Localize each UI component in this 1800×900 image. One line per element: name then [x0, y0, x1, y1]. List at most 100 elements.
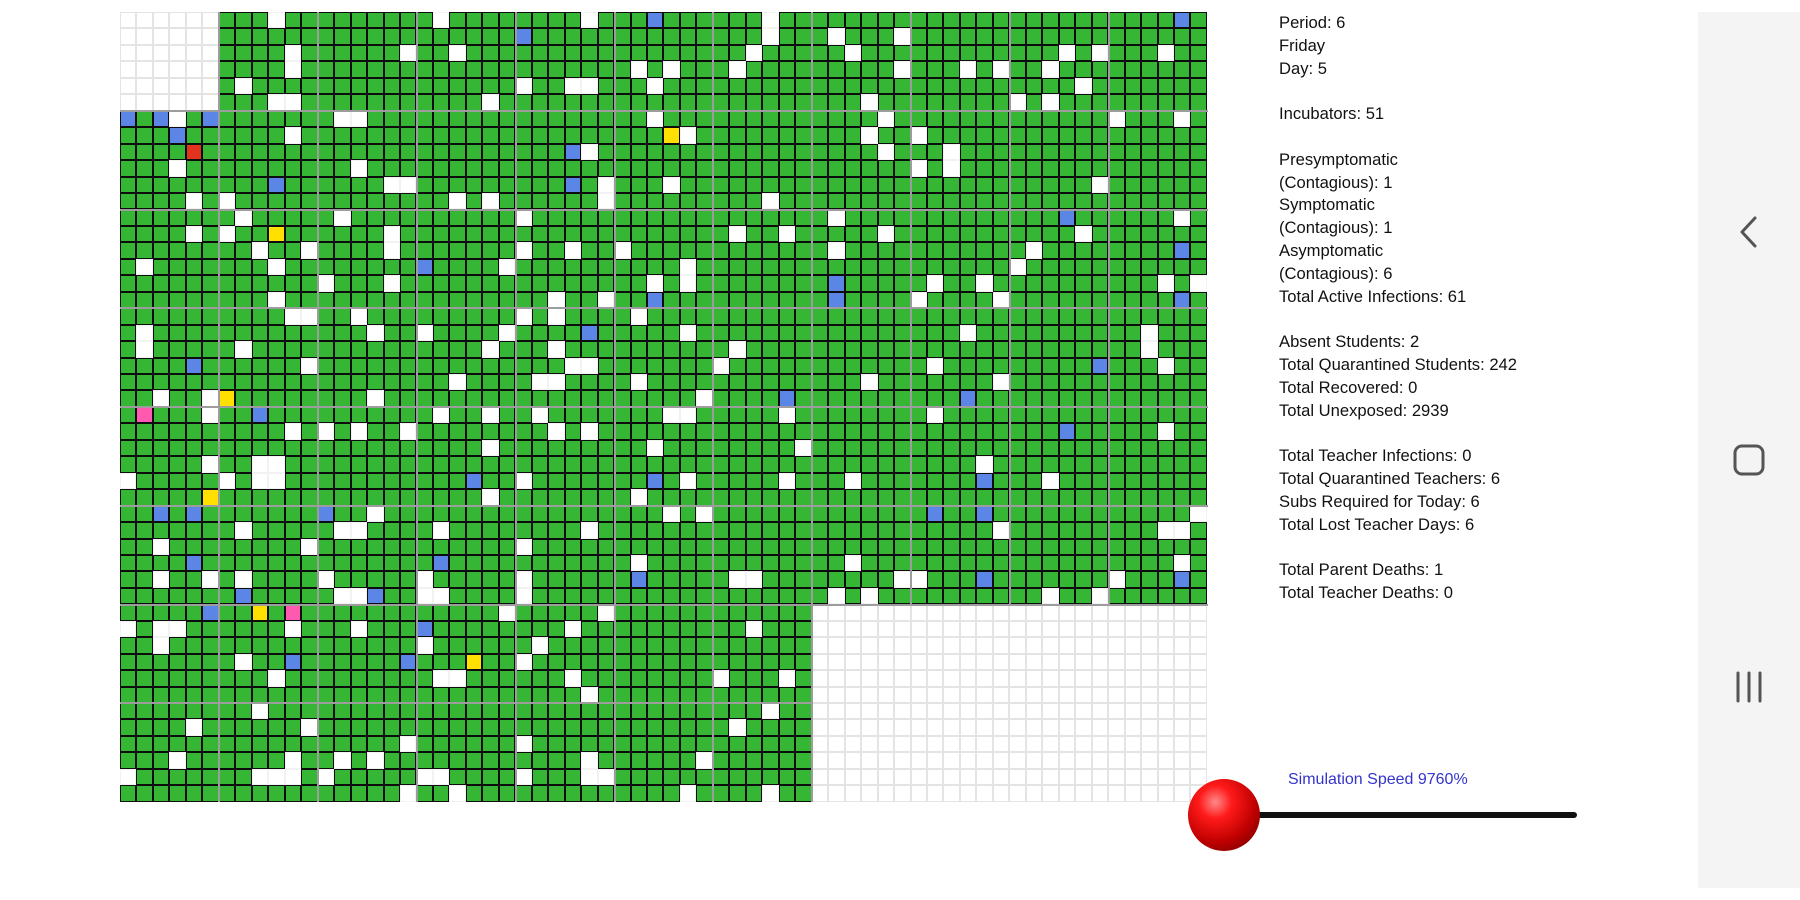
seat-cell — [202, 538, 219, 555]
seat-cell — [630, 110, 647, 128]
home-button[interactable] — [1698, 420, 1800, 500]
seat-cell — [1042, 357, 1059, 374]
seat-cell — [465, 604, 483, 621]
seat-cell — [1108, 225, 1125, 243]
seat-cell — [811, 439, 829, 457]
seat-cell — [317, 406, 335, 424]
seat-cell — [959, 160, 977, 177]
seat-cell — [844, 554, 862, 572]
seat-cell — [712, 522, 730, 539]
simulation-speed-slider-track[interactable] — [1230, 812, 1577, 818]
seat-cell — [515, 110, 532, 128]
seat-cell — [745, 324, 763, 342]
seat-cell — [861, 768, 878, 786]
seat-cell — [548, 735, 565, 753]
seat-cell — [1108, 735, 1125, 753]
seat-cell — [169, 620, 186, 638]
seat-cell — [861, 406, 878, 424]
seat-cell — [597, 587, 615, 605]
seat-cell — [548, 44, 565, 62]
seat-cell — [647, 456, 664, 473]
seat-cell — [1157, 620, 1174, 638]
seat-cell — [1091, 127, 1109, 144]
seat-cell — [399, 670, 417, 687]
seat-cell — [745, 571, 763, 588]
seat-cell — [712, 324, 730, 342]
seat-cell — [383, 752, 400, 769]
recents-button[interactable] — [1698, 647, 1800, 727]
seat-cell — [152, 670, 170, 687]
seat-cell — [992, 719, 1010, 736]
seat-cell — [976, 242, 993, 259]
seat-cell — [910, 522, 927, 539]
seat-cell — [745, 192, 763, 210]
seat-cell — [1009, 275, 1026, 292]
seat-cell — [745, 110, 763, 128]
seat-cell — [861, 538, 878, 555]
seat-cell — [795, 768, 812, 786]
seat-cell — [811, 242, 829, 259]
seat-cell — [712, 604, 730, 621]
seat-cell — [1075, 28, 1092, 45]
seat-cell — [1190, 242, 1207, 259]
seat-cell — [465, 703, 483, 720]
seat-cell — [894, 258, 911, 276]
seat-cell — [1124, 127, 1142, 144]
seat-cell — [1108, 176, 1125, 193]
seat-cell — [992, 406, 1010, 424]
seat-cell — [795, 225, 812, 243]
seat-cell — [1091, 423, 1109, 440]
seat-cell — [1075, 735, 1092, 753]
seat-cell — [712, 110, 730, 128]
seat-cell — [1058, 61, 1076, 78]
seat-cell — [581, 308, 598, 325]
seat-cell — [317, 538, 335, 555]
seat-cell — [1141, 127, 1158, 144]
seat-cell — [152, 522, 170, 539]
seat-cell — [120, 390, 137, 407]
seat-cell — [926, 472, 944, 490]
seat-cell — [943, 192, 960, 210]
seat-cell — [1141, 571, 1158, 588]
seat-cell — [663, 604, 680, 621]
seat-cell — [251, 653, 269, 671]
seat-cell — [663, 571, 680, 588]
seat-cell — [350, 160, 368, 177]
seat-cell — [877, 670, 895, 687]
seat-cell — [745, 28, 763, 45]
seat-cell — [976, 308, 993, 325]
seat-cell — [482, 143, 499, 161]
recents-icon — [1736, 671, 1762, 703]
seat-cell — [1124, 28, 1142, 45]
seat-cell — [202, 653, 219, 671]
simulation-speed-slider-knob[interactable] — [1188, 779, 1260, 851]
seat-cell — [350, 456, 368, 473]
seat-cell — [136, 242, 153, 259]
seat-cell — [597, 44, 615, 62]
seat-cell — [943, 719, 960, 736]
seat-cell — [202, 176, 219, 193]
seat-cell — [745, 242, 763, 259]
seat-cell — [482, 768, 499, 786]
seat-cell — [1124, 308, 1142, 325]
seat-cell — [465, 752, 483, 769]
seat-cell — [202, 554, 219, 572]
seat-cell — [416, 752, 433, 769]
seat-cell — [1058, 160, 1076, 177]
seat-cell — [235, 752, 252, 769]
seat-cell — [498, 390, 516, 407]
seat-cell — [1058, 735, 1076, 753]
seat-cell — [416, 291, 433, 309]
seat-cell — [696, 768, 713, 786]
seat-cell — [943, 209, 960, 226]
seat-cell — [795, 538, 812, 555]
seat-cell — [564, 703, 582, 720]
seat-cell — [284, 160, 302, 177]
seat-cell — [1075, 390, 1092, 407]
seat-cell — [301, 752, 318, 769]
seat-cell — [548, 406, 565, 424]
seat-cell — [301, 143, 318, 161]
back-button[interactable] — [1698, 192, 1800, 272]
seat-cell — [1058, 505, 1076, 523]
seat-cell — [630, 44, 647, 62]
